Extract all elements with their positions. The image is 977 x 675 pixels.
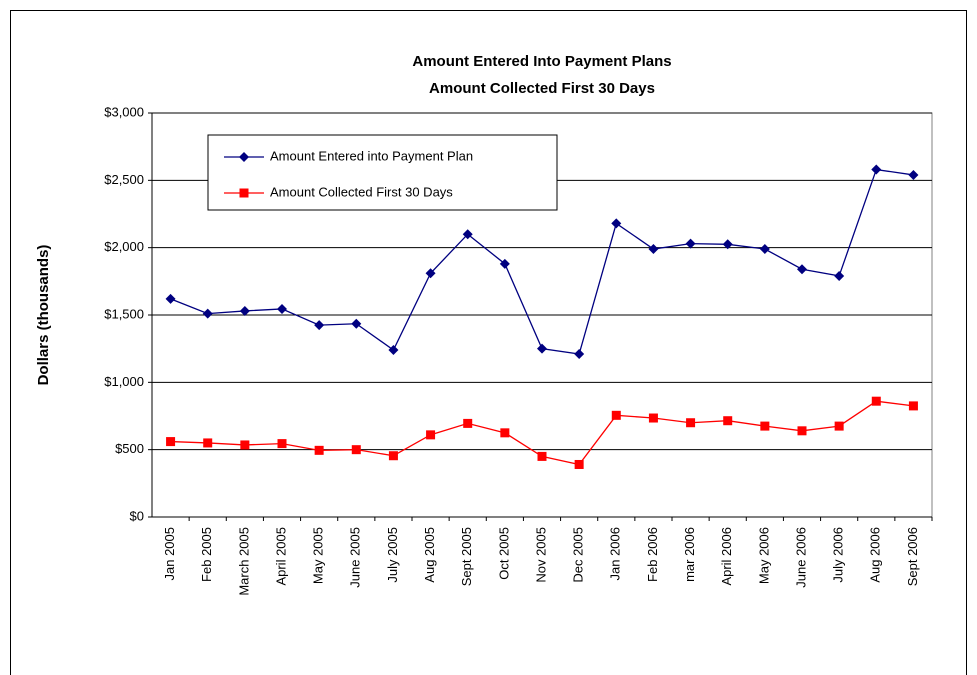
point xyxy=(351,318,362,329)
x-tick-label: Sept 2006 xyxy=(905,527,920,586)
y-tick-label: $0 xyxy=(130,508,144,523)
point xyxy=(574,349,585,360)
x-tick-label: Aug 2006 xyxy=(868,527,883,583)
point xyxy=(425,268,436,279)
x-tick-label: March 2005 xyxy=(236,527,251,596)
x-tick-label: Jan 2006 xyxy=(608,527,623,581)
point xyxy=(203,438,213,448)
point xyxy=(722,239,733,250)
point xyxy=(871,396,881,406)
y-tick-label: $500 xyxy=(115,441,144,456)
point xyxy=(685,238,696,249)
x-tick-label: May 2006 xyxy=(756,527,771,584)
point xyxy=(537,451,547,461)
x-tick-label: July 2005 xyxy=(385,527,400,583)
point xyxy=(648,413,658,423)
x-tick-label: April 2005 xyxy=(273,527,288,586)
point xyxy=(239,305,250,316)
point xyxy=(463,418,473,428)
point xyxy=(165,293,176,304)
y-axis-label: Dollars (thousands) xyxy=(35,245,52,386)
point xyxy=(240,440,250,450)
point xyxy=(537,343,547,354)
legend-marker xyxy=(239,188,249,198)
x-tick-label: Jan 2005 xyxy=(162,527,177,581)
point xyxy=(314,445,324,455)
x-tick-label: Dec 2005 xyxy=(571,527,586,583)
x-tick-label: July 2006 xyxy=(831,527,846,583)
x-tick-label: June 2005 xyxy=(348,527,363,588)
point xyxy=(277,303,287,314)
legend-marker xyxy=(239,152,249,162)
point xyxy=(314,320,325,331)
y-tick-label: $2,500 xyxy=(104,172,144,187)
chart-subtitle: Amount Collected First 30 Days xyxy=(429,80,655,97)
x-tick-label: Feb 2006 xyxy=(645,527,660,582)
chart-title: Amount Entered Into Payment Plans xyxy=(412,53,671,70)
legend-box xyxy=(207,134,558,211)
point xyxy=(686,418,696,428)
point xyxy=(388,345,399,356)
point xyxy=(277,439,287,449)
point xyxy=(759,244,770,255)
y-tick-label: $1,000 xyxy=(104,374,144,389)
x-tick-label: Aug 2005 xyxy=(422,527,437,583)
x-tick-label: Oct 2005 xyxy=(496,527,511,580)
legend-label: Amount Collected First 30 Days xyxy=(270,184,453,199)
legend-label: Amount Entered into Payment Plan xyxy=(270,148,473,163)
x-tick-label: Feb 2005 xyxy=(199,527,214,582)
point xyxy=(166,437,176,447)
point xyxy=(908,401,918,411)
point xyxy=(797,264,807,275)
point xyxy=(202,308,213,319)
point xyxy=(388,451,398,461)
point xyxy=(426,430,436,440)
point xyxy=(500,428,510,438)
point xyxy=(611,218,622,229)
point xyxy=(797,426,807,436)
y-tick-label: $2,000 xyxy=(104,239,144,254)
point xyxy=(648,244,659,255)
point xyxy=(834,421,844,431)
point xyxy=(908,169,919,180)
x-tick-label: May 2005 xyxy=(311,527,326,584)
point xyxy=(760,421,770,431)
point xyxy=(723,416,733,426)
x-tick-label: April 2006 xyxy=(719,527,734,586)
point xyxy=(574,459,584,469)
chart-frame xyxy=(10,10,967,675)
point xyxy=(462,229,473,240)
point xyxy=(834,270,845,281)
point xyxy=(351,445,361,455)
x-tick-label: June 2006 xyxy=(793,527,808,588)
x-tick-label: Nov 2005 xyxy=(533,527,548,583)
y-tick-label: $1,500 xyxy=(104,306,144,321)
y-tick-label: $3,000 xyxy=(104,104,144,119)
point xyxy=(611,410,621,420)
x-tick-label: Sept 2005 xyxy=(459,527,474,586)
point xyxy=(499,258,510,269)
x-tick-label: mar 2006 xyxy=(682,527,697,582)
point xyxy=(871,164,882,175)
